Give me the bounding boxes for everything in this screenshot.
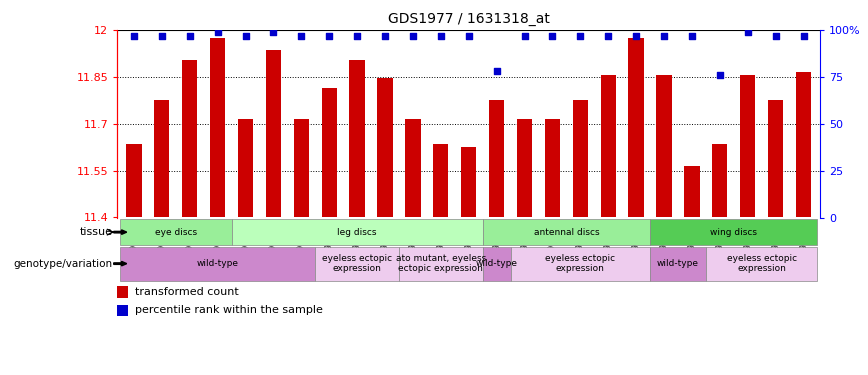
Bar — [117, 304, 128, 316]
Bar — [126, 144, 141, 218]
Point — [797, 33, 811, 39]
Bar — [378, 78, 392, 218]
Bar — [238, 119, 253, 218]
Bar — [573, 100, 588, 218]
Bar — [483, 219, 650, 245]
Bar — [601, 75, 616, 217]
Bar — [516, 119, 532, 218]
Bar — [483, 247, 510, 280]
Bar — [706, 247, 818, 280]
Bar — [684, 166, 700, 218]
Text: wild-type: wild-type — [197, 259, 239, 268]
Bar — [182, 60, 197, 217]
Bar — [545, 119, 560, 218]
Title: GDS1977 / 1631318_at: GDS1977 / 1631318_at — [388, 12, 549, 26]
Bar — [628, 38, 644, 218]
Text: wild-type: wild-type — [476, 259, 517, 268]
Text: ato mutant, eyeless
ectopic expression: ato mutant, eyeless ectopic expression — [396, 254, 486, 273]
Text: eye discs: eye discs — [155, 228, 197, 237]
Text: percentile rank within the sample: percentile rank within the sample — [135, 305, 322, 315]
Point — [517, 33, 531, 39]
Bar — [650, 247, 706, 280]
Bar — [433, 144, 449, 218]
Point — [322, 33, 336, 39]
Text: eyeless ectopic
expression: eyeless ectopic expression — [322, 254, 392, 273]
Point — [685, 33, 699, 39]
Bar — [650, 219, 818, 245]
Point — [155, 33, 168, 39]
Text: leg discs: leg discs — [338, 228, 377, 237]
Text: antennal discs: antennal discs — [534, 228, 599, 237]
Bar — [399, 247, 483, 280]
Point — [629, 33, 643, 39]
Bar — [768, 100, 783, 218]
Bar — [321, 88, 337, 218]
Point — [574, 33, 588, 39]
Text: tissue: tissue — [80, 227, 113, 237]
Point — [266, 29, 280, 35]
Point — [239, 33, 253, 39]
Bar — [461, 147, 477, 218]
Point — [378, 33, 392, 39]
Bar — [350, 60, 365, 217]
Point — [211, 29, 225, 35]
Bar — [232, 219, 483, 245]
Bar — [405, 119, 421, 218]
Text: wild-type: wild-type — [657, 259, 699, 268]
Text: eyeless ectopic
expression: eyeless ectopic expression — [545, 254, 615, 273]
Bar — [210, 38, 226, 218]
Bar — [489, 100, 504, 218]
Text: genotype/variation: genotype/variation — [14, 259, 113, 268]
Bar — [510, 247, 650, 280]
Point — [462, 33, 476, 39]
Bar — [740, 75, 755, 217]
Bar — [117, 286, 128, 298]
Bar — [155, 100, 169, 218]
Point — [127, 33, 141, 39]
Bar — [796, 72, 812, 217]
Bar — [120, 219, 232, 245]
Text: eyeless ectopic
expression: eyeless ectopic expression — [727, 254, 797, 273]
Point — [183, 33, 197, 39]
Bar — [315, 247, 399, 280]
Point — [490, 68, 503, 74]
Point — [294, 33, 308, 39]
Point — [602, 33, 615, 39]
Point — [545, 33, 559, 39]
Point — [713, 72, 727, 78]
Text: transformed count: transformed count — [135, 287, 239, 297]
Point — [434, 33, 448, 39]
Point — [740, 29, 754, 35]
Point — [657, 33, 671, 39]
Bar — [120, 247, 315, 280]
Point — [769, 33, 783, 39]
Bar — [712, 144, 727, 218]
Text: wing discs: wing discs — [710, 228, 757, 237]
Bar — [293, 119, 309, 218]
Point — [406, 33, 420, 39]
Point — [350, 33, 364, 39]
Bar — [266, 50, 281, 217]
Bar — [656, 75, 672, 217]
